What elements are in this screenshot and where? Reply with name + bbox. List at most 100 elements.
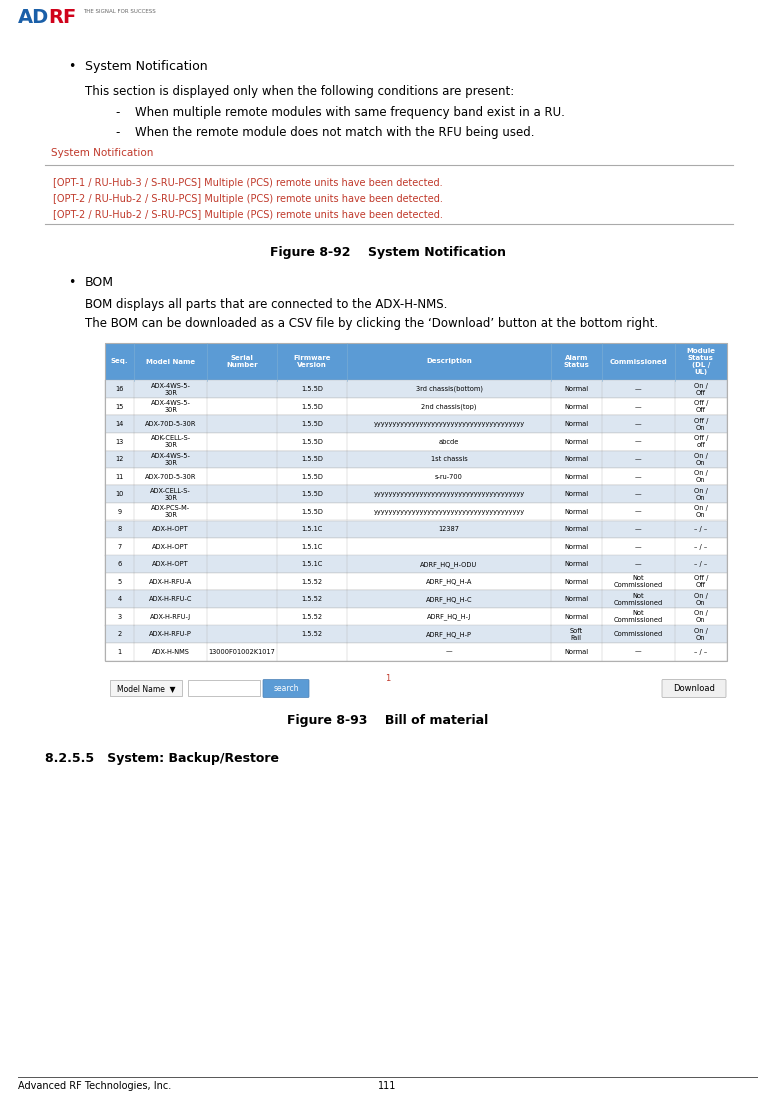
Text: RF: RF <box>48 8 76 27</box>
Text: Normal: Normal <box>564 491 588 497</box>
Text: 1.5.5D: 1.5.5D <box>301 474 323 480</box>
Text: 1.5.5D: 1.5.5D <box>301 509 323 514</box>
Text: – / –: – / – <box>694 526 708 532</box>
Text: 1.5.1C: 1.5.1C <box>301 526 322 532</box>
Text: – / –: – / – <box>694 562 708 567</box>
Text: 1.5.5D: 1.5.5D <box>301 491 323 497</box>
Text: System Notification: System Notification <box>85 60 208 73</box>
Text: Advanced RF Technologies, Inc.: Advanced RF Technologies, Inc. <box>18 1081 171 1091</box>
Text: •: • <box>68 277 75 289</box>
Text: Module
Status
(DL /
UL): Module Status (DL / UL) <box>686 348 715 375</box>
Text: – / –: – / – <box>694 648 708 655</box>
Text: 1.5.52: 1.5.52 <box>301 613 322 620</box>
Text: – / –: – / – <box>694 544 708 550</box>
Text: 1.5.5D: 1.5.5D <box>301 456 323 463</box>
Text: ADX-PCS-M-
30R: ADX-PCS-M- 30R <box>151 506 190 519</box>
Text: 1: 1 <box>385 675 390 684</box>
Text: BOM: BOM <box>85 277 114 289</box>
Text: Normal: Normal <box>564 562 588 567</box>
Text: This section is displayed only when the following conditions are present:: This section is displayed only when the … <box>85 85 515 98</box>
Text: Model Name: Model Name <box>146 358 195 365</box>
Text: ADX-H-RFU-J: ADX-H-RFU-J <box>150 613 191 620</box>
Text: —: — <box>635 544 642 550</box>
Text: 2nd chassis(top): 2nd chassis(top) <box>422 403 477 410</box>
Text: Off /
On: Off / On <box>694 418 708 431</box>
FancyBboxPatch shape <box>263 679 309 698</box>
Bar <box>105 643 727 660</box>
Text: 4: 4 <box>118 597 122 602</box>
Text: —: — <box>635 648 642 655</box>
Text: ADX-H-NMS: ADX-H-NMS <box>152 648 190 655</box>
Text: Description: Description <box>426 358 472 365</box>
Text: ADRF_HQ_H-C: ADRF_HQ_H-C <box>425 596 472 602</box>
Text: Off /
Off: Off / Off <box>694 575 708 588</box>
Text: Seq.: Seq. <box>111 358 129 365</box>
Text: 5: 5 <box>118 579 122 585</box>
Text: 1.5.1C: 1.5.1C <box>301 544 322 550</box>
Text: 11: 11 <box>115 474 124 480</box>
Text: s-ru-700: s-ru-700 <box>435 474 463 480</box>
Text: —: — <box>635 562 642 567</box>
Bar <box>105 503 727 521</box>
Text: Normal: Normal <box>564 613 588 620</box>
Text: Normal: Normal <box>564 403 588 410</box>
Text: —: — <box>635 421 642 428</box>
Bar <box>105 486 727 503</box>
Bar <box>105 625 727 643</box>
Text: ADX-H-RFU-C: ADX-H-RFU-C <box>149 597 192 602</box>
Bar <box>105 398 727 415</box>
Text: Normal: Normal <box>564 439 588 445</box>
Bar <box>105 415 727 433</box>
Text: —: — <box>635 439 642 445</box>
Text: 1.5.5D: 1.5.5D <box>301 386 323 392</box>
Text: 13000F01002K1017: 13000F01002K1017 <box>208 648 275 655</box>
Text: [OPT-2 / RU-Hub-2 / S-RU-PCS] Multiple (PCS) remote units have been detected.: [OPT-2 / RU-Hub-2 / S-RU-PCS] Multiple (… <box>53 195 443 204</box>
Bar <box>105 573 727 590</box>
Text: Firmware
Version: Firmware Version <box>293 355 331 368</box>
Text: When multiple remote modules with same frequency band exist in a RU.: When multiple remote modules with same f… <box>135 106 565 119</box>
Text: 1.5.52: 1.5.52 <box>301 597 322 602</box>
Text: ADX-70D-5-30R: ADX-70D-5-30R <box>145 421 196 428</box>
Text: 7: 7 <box>118 544 122 550</box>
Text: 15: 15 <box>115 403 124 410</box>
Text: Not
Commissioned: Not Commissioned <box>614 575 663 588</box>
Text: yyyyyyyyyyyyyyyyyyyyyyyyyyyyyyyyyyyyyyy: yyyyyyyyyyyyyyyyyyyyyyyyyyyyyyyyyyyyyyy <box>374 421 525 428</box>
Text: Off /
off: Off / off <box>694 435 708 448</box>
Text: 8: 8 <box>118 526 122 532</box>
Text: Commissioned: Commissioned <box>614 631 663 637</box>
Text: 1.5.52: 1.5.52 <box>301 579 322 585</box>
Text: —: — <box>635 474 642 480</box>
Text: Figure 8-93    Bill of material: Figure 8-93 Bill of material <box>287 714 488 728</box>
Text: —: — <box>635 509 642 514</box>
FancyBboxPatch shape <box>662 679 726 698</box>
Text: search: search <box>274 684 298 693</box>
Text: On /
On: On / On <box>694 488 708 501</box>
Text: When the remote module does not match with the RFU being used.: When the remote module does not match wi… <box>135 126 535 138</box>
Text: ADX-H-OPT: ADX-H-OPT <box>152 562 189 567</box>
Text: Normal: Normal <box>564 544 588 550</box>
Bar <box>105 343 727 380</box>
Text: Soft
Fail: Soft Fail <box>570 628 583 641</box>
Text: 6: 6 <box>118 562 122 567</box>
Text: 1.5.52: 1.5.52 <box>301 631 322 637</box>
Text: Normal: Normal <box>564 597 588 602</box>
Text: 14: 14 <box>115 421 124 428</box>
Text: —: — <box>635 526 642 532</box>
FancyBboxPatch shape <box>188 680 260 697</box>
Text: 1.5.5D: 1.5.5D <box>301 403 323 410</box>
Text: Figure 8-92    System Notification: Figure 8-92 System Notification <box>270 246 505 259</box>
Text: Model Name  ▼: Model Name ▼ <box>117 684 175 693</box>
Text: 13: 13 <box>115 439 124 445</box>
Text: ADX-H-OPT: ADX-H-OPT <box>152 526 189 532</box>
Text: On /
On: On / On <box>694 470 708 484</box>
Bar <box>105 451 727 468</box>
Text: 3: 3 <box>118 613 122 620</box>
Text: Normal: Normal <box>564 474 588 480</box>
Text: —: — <box>635 456 642 463</box>
Bar <box>105 521 727 539</box>
Text: THE SIGNAL FOR SUCCESS: THE SIGNAL FOR SUCCESS <box>83 9 156 14</box>
Text: •: • <box>68 60 75 73</box>
Text: On /
On: On / On <box>694 506 708 519</box>
Text: yyyyyyyyyyyyyyyyyyyyyyyyyyyyyyyyyyyyyyy: yyyyyyyyyyyyyyyyyyyyyyyyyyyyyyyyyyyyyyy <box>374 491 525 497</box>
Text: 111: 111 <box>378 1081 397 1091</box>
